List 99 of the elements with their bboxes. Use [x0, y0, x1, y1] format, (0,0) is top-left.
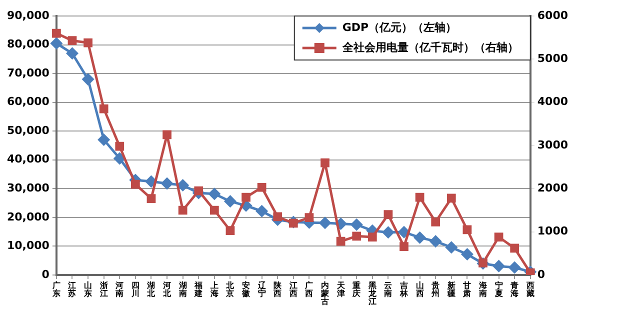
point	[161, 178, 173, 190]
point	[177, 179, 189, 191]
point	[68, 36, 77, 46]
point	[273, 212, 282, 222]
legend-label: GDP（亿元）（左轴）	[342, 20, 457, 34]
y-tick-label: 40,000	[6, 152, 50, 166]
x-tick-label: 江西	[288, 281, 298, 298]
point	[224, 196, 236, 208]
x-tick-label: 广西	[304, 281, 314, 298]
point	[382, 226, 394, 238]
x-tick-label: 青海	[510, 281, 519, 298]
point	[384, 210, 393, 219]
point	[446, 242, 458, 254]
x-tick-label: 四川	[130, 281, 140, 298]
point	[82, 74, 94, 86]
point	[510, 244, 520, 253]
x-tick-label: 吉林	[399, 281, 409, 298]
point	[194, 186, 204, 196]
y-tick-label: 10,000	[6, 239, 50, 252]
point	[430, 236, 442, 248]
point	[304, 213, 314, 222]
x-tick-label: 安徽	[241, 280, 252, 298]
y2-tick-label: 5000	[537, 52, 568, 66]
point	[52, 28, 61, 38]
point	[461, 248, 473, 260]
point	[336, 236, 346, 246]
point	[446, 194, 456, 203]
y-tick-label: 30,000	[6, 182, 50, 195]
y2-tick-label: 6000	[537, 8, 568, 22]
x-tick-label: 河北	[162, 281, 172, 298]
point	[210, 206, 219, 215]
x-tick-label: 西藏	[525, 281, 534, 298]
x-tick-label: 海南	[478, 281, 487, 298]
x-tick-label: 福建	[194, 281, 203, 298]
x-tick-label: 甘肃	[462, 281, 472, 298]
x-tick-label: 湖南	[178, 281, 187, 298]
point	[114, 152, 126, 164]
point	[415, 192, 424, 202]
y2-tick-label: 2000	[537, 182, 568, 195]
point	[368, 232, 377, 242]
point	[319, 217, 331, 229]
point	[208, 188, 220, 200]
y-tick-label: 60,000	[6, 95, 50, 108]
point	[178, 206, 188, 215]
x-tick-label: 云南	[383, 281, 392, 298]
point	[145, 176, 157, 188]
x-tick-label: 山西	[414, 281, 424, 298]
x-tick-label: 陕西	[272, 281, 283, 298]
point	[398, 226, 410, 238]
x-tick-label: 宁夏	[494, 280, 503, 298]
x-tick-label: 湖北	[146, 281, 156, 298]
x-tick-label: 上海	[209, 281, 218, 298]
y-tick-label: 0	[42, 268, 50, 281]
x-tick-label: 黑龙江	[367, 281, 378, 306]
x-tick-label: 广东	[51, 281, 60, 298]
x-tick-label: 贵州	[430, 281, 440, 298]
point	[431, 217, 440, 226]
y-tick-label: 80,000	[6, 38, 50, 51]
point	[352, 232, 362, 241]
point	[400, 242, 408, 251]
point	[98, 134, 110, 146]
x-tick-label: 重庆	[352, 281, 361, 298]
point	[115, 142, 124, 151]
point	[226, 226, 235, 235]
y2-tick-label: 4000	[537, 95, 568, 108]
y-tick-label: 50,000	[6, 124, 50, 137]
point	[146, 194, 156, 204]
point	[162, 130, 172, 140]
point	[256, 205, 268, 217]
y-tick-label: 90,000	[6, 8, 50, 22]
x-tick-label: 河南	[114, 281, 124, 298]
x-tick-label: 江苏	[67, 281, 76, 298]
y2-tick-label: 0	[537, 268, 546, 281]
x-tick-label: 浙江	[98, 281, 108, 298]
point	[131, 180, 140, 189]
y2-tick-label: 3000	[537, 138, 568, 152]
point	[494, 232, 504, 242]
point	[508, 262, 520, 274]
point	[493, 260, 505, 272]
point	[320, 158, 330, 168]
x-tick-label: 辽宁	[256, 281, 267, 298]
x-tick-label: 山东	[83, 281, 92, 298]
point	[66, 48, 78, 60]
x-tick-label: 新疆	[446, 280, 456, 298]
y2-tick-label: 1000	[537, 224, 568, 238]
point	[84, 38, 92, 48]
point	[99, 104, 108, 114]
point	[462, 225, 472, 234]
point	[414, 232, 426, 244]
point	[242, 192, 250, 202]
legend-label: 全社会用电量（亿千瓦时）（右轴）	[341, 40, 518, 54]
x-tick-label: 天津	[336, 281, 346, 298]
point	[350, 218, 362, 230]
x-tick-label: 内蒙古	[320, 281, 330, 306]
y-tick-label: 20,000	[6, 210, 50, 224]
x-tick-label: 北京	[225, 281, 236, 298]
point	[50, 38, 62, 50]
point	[257, 182, 266, 192]
y-tick-label: 70,000	[6, 66, 50, 80]
